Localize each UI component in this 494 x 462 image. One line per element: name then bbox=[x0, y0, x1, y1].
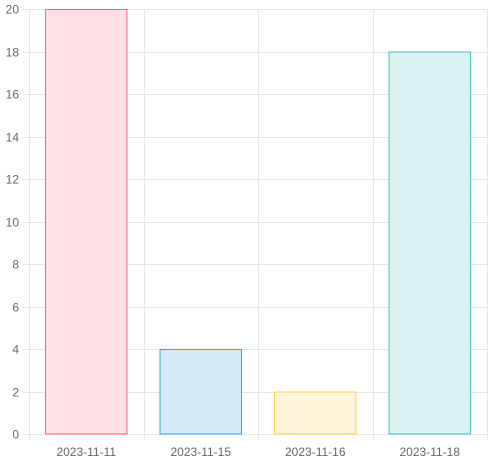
y-tick-label: 6 bbox=[12, 301, 19, 315]
y-tick-label: 0 bbox=[12, 428, 19, 442]
bar-2023-11-15 bbox=[159, 349, 242, 435]
x-tick-label: 2023-11-11 bbox=[56, 445, 116, 459]
bar-2023-11-11 bbox=[45, 9, 128, 435]
y-tick-label: 4 bbox=[12, 343, 19, 357]
y-tick-label: 18 bbox=[6, 46, 20, 60]
y-tick-label: 8 bbox=[12, 258, 19, 272]
y-tick-label: 16 bbox=[6, 88, 20, 102]
y-tick-label: 2 bbox=[12, 386, 19, 400]
y-tick-label: 12 bbox=[6, 173, 20, 187]
x-axis-ticks: 2023-11-11 2023-11-15 2023-11-16 2023-11-18 bbox=[56, 445, 460, 459]
bar-2023-11-16 bbox=[274, 391, 357, 435]
y-axis-ticks: 0 2 4 6 8 10 12 14 16 18 20 bbox=[6, 3, 20, 442]
x-tick-label: 2023-11-16 bbox=[285, 445, 346, 459]
x-tick-label: 2023-11-18 bbox=[400, 445, 461, 459]
y-tick-label: 20 bbox=[6, 3, 20, 17]
y-tick-label: 10 bbox=[6, 216, 20, 230]
bar-2023-11-18 bbox=[388, 51, 471, 435]
y-tick-label: 14 bbox=[6, 131, 20, 145]
bars bbox=[45, 9, 471, 435]
x-tick-label: 2023-11-15 bbox=[171, 445, 232, 459]
